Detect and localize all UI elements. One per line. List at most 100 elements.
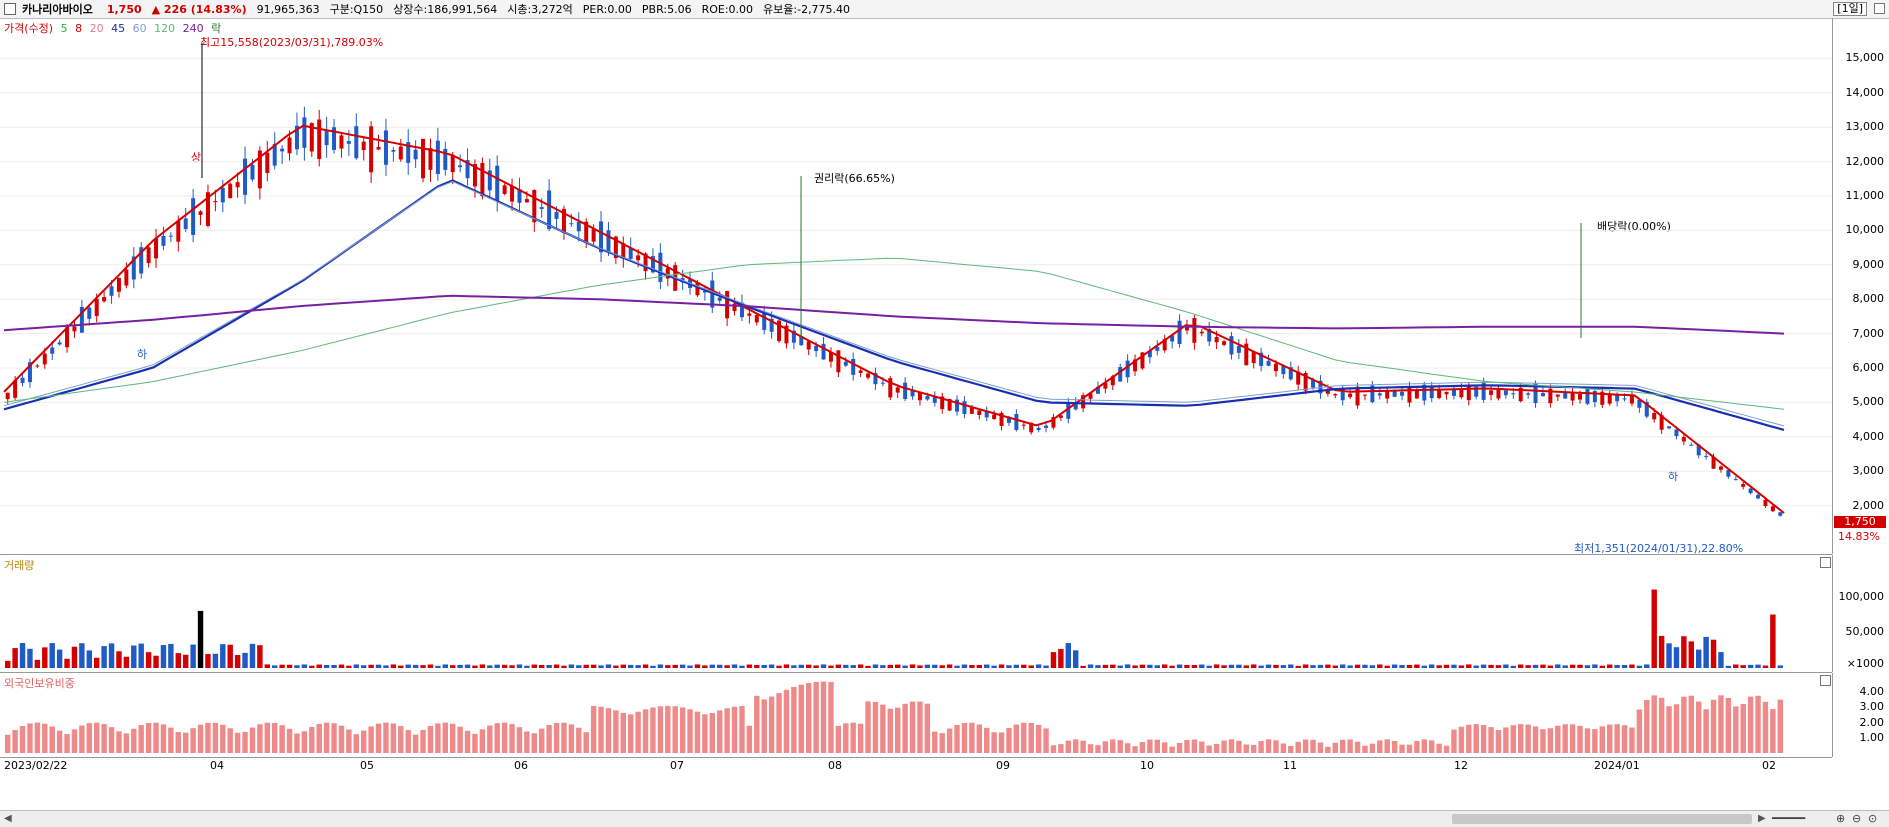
foreign-bar: [1644, 699, 1650, 753]
candle-body: [1311, 380, 1316, 388]
foreign-bar: [1740, 704, 1746, 753]
candle-body: [1511, 393, 1516, 395]
volume-bar: [1747, 664, 1754, 668]
scroll-left-icon[interactable]: ◀: [4, 813, 12, 824]
candle-body: [458, 165, 463, 168]
foreign-bar: [783, 689, 790, 753]
volume-bar: [1362, 664, 1368, 668]
candle-body: [1481, 382, 1486, 400]
zoom-reset-icon[interactable]: ⊙: [1868, 812, 1878, 825]
price-tick-label: 11,000: [1845, 189, 1885, 202]
volume-bar: [1532, 664, 1539, 668]
volume-bar: [1777, 665, 1783, 668]
foreign-bar: [1310, 739, 1316, 753]
foreign-bar: [628, 714, 634, 753]
foreign-bar: [108, 727, 115, 753]
foreign-bar: [872, 701, 879, 753]
zoom-out-icon[interactable]: ⊖: [1852, 812, 1862, 825]
volume-bar: [12, 648, 18, 668]
stock-name[interactable]: 카나리아바이오: [22, 3, 93, 16]
candle-body: [791, 330, 796, 343]
current-pct-tag: 14.83%: [1838, 530, 1880, 543]
foreign-bar: [976, 724, 982, 753]
volume-tick-label: ×1000: [1846, 657, 1884, 671]
foreign-bar: [635, 711, 641, 753]
foreign-bar: [1414, 740, 1420, 753]
date-tick-label: 2023/02/22: [4, 759, 68, 772]
foreign-bar: [1718, 695, 1724, 753]
pane-close-icon[interactable]: [1820, 557, 1831, 568]
foreign-bar: [34, 722, 41, 753]
foreign-bar: [1762, 701, 1769, 753]
price-pane[interactable]: 가격(수정) 5 8 20 45 60 120 240 락 최고15,558(2…: [0, 18, 1832, 555]
select-checkbox[interactable]: [4, 3, 16, 15]
candle-body: [1696, 444, 1701, 456]
candle-body: [435, 140, 440, 174]
volume-bar: [932, 664, 938, 668]
foreign-bar: [234, 732, 241, 753]
volume-bar: [301, 664, 308, 668]
foreign-bar: [450, 723, 456, 753]
candle-body: [1281, 365, 1286, 375]
foreign-bar: [264, 722, 270, 753]
volume-bar: [672, 664, 678, 668]
period-selector[interactable]: [1일]: [1833, 2, 1867, 16]
foreign-bar: [1658, 697, 1665, 753]
volume-bar: [939, 665, 945, 668]
foreign-bar: [197, 724, 204, 753]
candle-body: [413, 149, 418, 160]
foreign-bar: [1406, 744, 1413, 753]
foreign-bar: [1147, 739, 1153, 753]
foreign-bar: [813, 681, 819, 753]
candle-body: [643, 253, 648, 272]
volume-bar: [539, 664, 545, 668]
foreign-bar: [464, 730, 471, 753]
candle-body: [1578, 394, 1583, 400]
scroll-right-icon[interactable]: ▶: [1758, 813, 1766, 824]
volume-bar: [234, 655, 241, 668]
foreign-bar: [212, 722, 219, 753]
zoom-slider[interactable]: ━━━━━: [1772, 812, 1806, 825]
volume-bar: [1770, 614, 1776, 668]
candle-body: [354, 126, 359, 159]
volume-bar: [487, 665, 493, 668]
market-type: 구분:Q150: [329, 3, 384, 16]
foreign-bar: [301, 731, 308, 753]
legend-ma60: 60: [132, 22, 147, 35]
foreign-pane[interactable]: 외국인보유비중: [0, 673, 1832, 758]
candle-body: [391, 150, 396, 152]
foreign-bar: [546, 725, 552, 753]
candle-body: [57, 342, 62, 345]
foreign-bar: [242, 731, 248, 753]
candle-body: [1162, 338, 1167, 351]
volume-bar: [1406, 664, 1413, 668]
volume-pane[interactable]: 거래량: [0, 555, 1832, 673]
volume-bar: [1265, 664, 1272, 668]
candle-body: [1058, 415, 1063, 418]
candle-body: [1763, 499, 1768, 506]
candle-body: [183, 218, 188, 230]
volume-bar: [249, 643, 256, 668]
foreign-bar: [605, 708, 612, 753]
pane-close-icon-2[interactable]: [1820, 675, 1831, 686]
candle-body: [35, 365, 40, 367]
candle-body: [517, 189, 522, 203]
candle-body: [1199, 331, 1204, 334]
foreign-bar: [1666, 706, 1672, 753]
foreign-bar: [1095, 745, 1101, 753]
foreign-tick-label: 3.00: [1859, 700, 1885, 714]
candle-body: [1407, 386, 1412, 403]
volume-bar: [1555, 664, 1561, 668]
zoom-in-icon[interactable]: ⊕: [1836, 812, 1846, 825]
foreign-bar: [1555, 725, 1561, 753]
candle-body: [1652, 413, 1657, 420]
maximize-icon[interactable]: [1874, 3, 1885, 14]
volume-bar: [86, 650, 92, 668]
horizontal-scrollbar[interactable]: ◀ ▶ ━━━━━ ⊕ ⊖ ⊙: [0, 810, 1889, 827]
foreign-bar: [42, 723, 48, 753]
volume-bar: [1666, 643, 1672, 668]
candle-body: [1718, 466, 1723, 470]
scroll-thumb[interactable]: [1452, 814, 1752, 824]
volume-bar: [1391, 664, 1398, 668]
